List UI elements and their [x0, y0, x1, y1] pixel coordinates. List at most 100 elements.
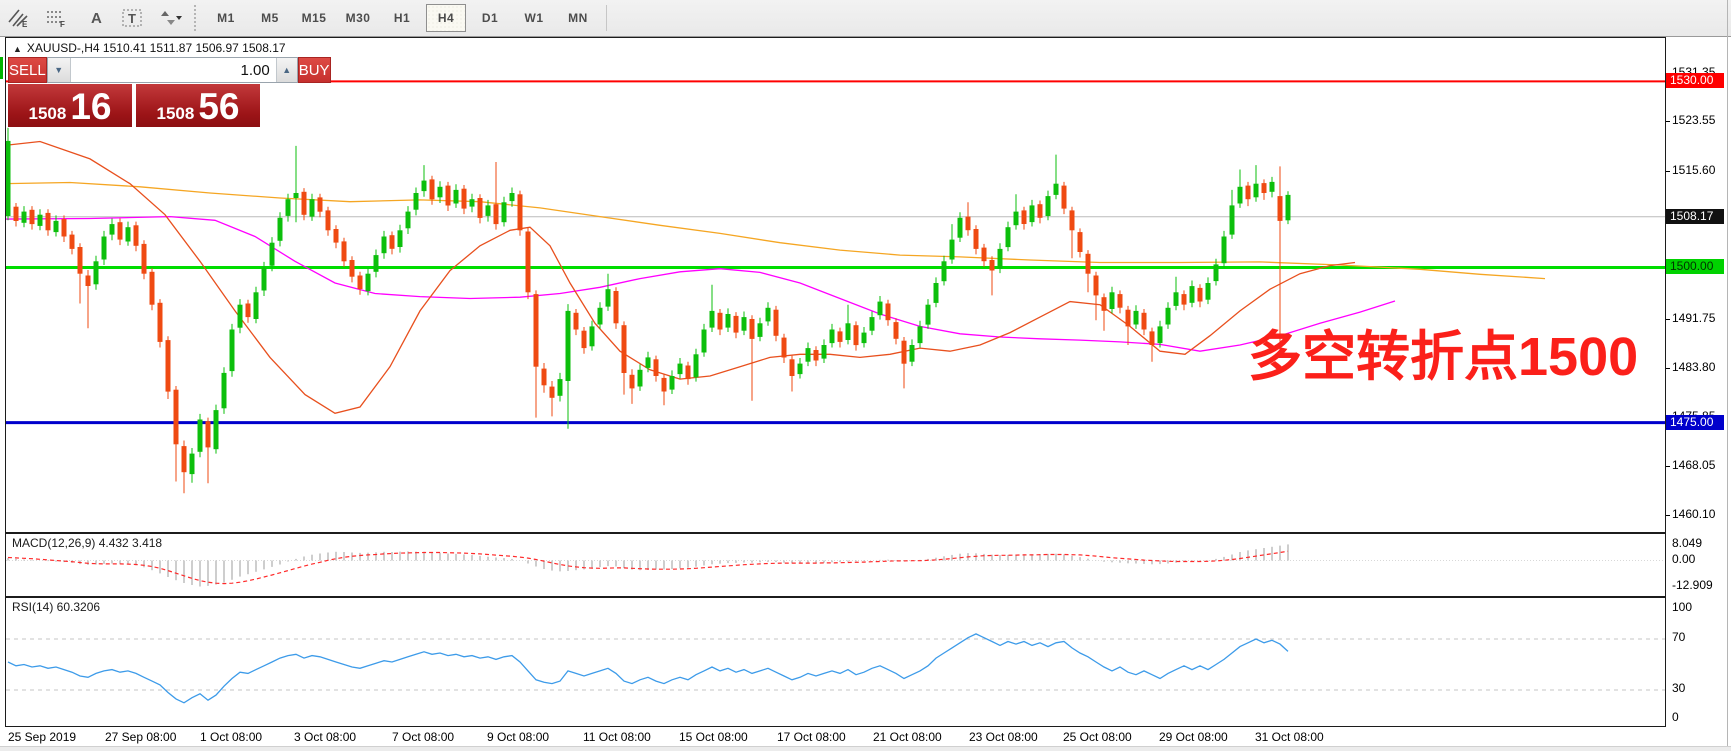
- ma-fast-vermilion: [6, 140, 1356, 414]
- candle-body: [837, 331, 843, 342]
- toolbar-grip: [194, 5, 200, 31]
- candle-body: [349, 260, 355, 277]
- candle-body: [669, 376, 675, 390]
- text-label-tool[interactable]: T: [115, 4, 151, 32]
- candle-body: [789, 359, 795, 376]
- toolbar-separator: [606, 5, 607, 31]
- candle-body: [157, 302, 163, 342]
- tab-timeframe-MN[interactable]: MN: [568, 11, 588, 25]
- candle-body: [61, 219, 67, 237]
- bid-price-pips: 16: [70, 85, 112, 127]
- macd-panel[interactable]: [5, 533, 1666, 597]
- time-label: 9 Oct 08:00: [487, 730, 550, 744]
- candle-body: [325, 210, 331, 231]
- candle-body: [813, 350, 819, 361]
- candle-body: [637, 369, 643, 387]
- chart-annotation-text: 多空转折点1500: [1248, 327, 1639, 387]
- rsi-axis-tick: 0: [1672, 710, 1679, 724]
- price-tick: 1483.80: [1665, 359, 1716, 374]
- candle-body: [365, 273, 371, 292]
- tab-timeframe-H4[interactable]: H4: [426, 4, 466, 32]
- candle-body: [357, 275, 363, 290]
- candle-body: [181, 446, 187, 473]
- candle-body: [581, 330, 587, 349]
- candlestick-chart[interactable]: [6, 38, 1665, 532]
- text-icon: A: [91, 10, 102, 27]
- candle-body: [229, 329, 235, 372]
- candle-body: [45, 212, 51, 231]
- candle-body: [501, 202, 507, 223]
- candle-body: [965, 216, 971, 231]
- macd-chart[interactable]: [6, 534, 1665, 596]
- candle-body: [957, 217, 963, 238]
- candle-body: [85, 275, 91, 286]
- collapse-arrow-icon[interactable]: ▲: [13, 44, 22, 54]
- volume-decrease-button[interactable]: ▼: [47, 58, 71, 82]
- candle-body: [589, 326, 595, 347]
- tab-timeframe-M5[interactable]: M5: [261, 11, 279, 25]
- candle-body: [1037, 204, 1043, 218]
- candle-body: [941, 261, 947, 282]
- candle-body: [189, 453, 195, 475]
- time-label: 29 Oct 08:00: [1159, 730, 1228, 744]
- tab-timeframe-M30[interactable]: M30: [345, 11, 371, 25]
- ma-mid-magenta: [6, 215, 1396, 352]
- time-label: 25 Sep 2019: [8, 730, 77, 744]
- candle-body: [133, 225, 139, 246]
- window-bottom-strip: [0, 746, 1731, 751]
- equidistant-channel-tool[interactable]: E: [1, 4, 37, 32]
- candle-body: [1045, 196, 1051, 216]
- candle-body: [773, 309, 779, 336]
- candle-body: [989, 260, 995, 271]
- time-label: 25 Oct 08:00: [1063, 730, 1132, 744]
- candle-body: [933, 283, 939, 303]
- window-right-edge: [1727, 0, 1728, 751]
- candle-body: [1077, 232, 1083, 252]
- candle-body: [165, 340, 171, 392]
- sell-button[interactable]: SELL: [8, 57, 47, 83]
- candle-body: [709, 310, 715, 328]
- candle-body: [741, 317, 747, 331]
- symbol-ohlc-text: XAUUSD-,H4 1510.41 1511.87 1506.97 1508.…: [26, 41, 286, 55]
- candle-body: [821, 345, 827, 359]
- rsi-axis-tick: 100: [1672, 600, 1693, 614]
- fibonacci-tool[interactable]: F: [39, 4, 75, 32]
- volume-input[interactable]: [70, 58, 276, 82]
- candle-body: [1229, 205, 1235, 235]
- candle-body: [77, 247, 83, 274]
- rsi-panel[interactable]: [5, 597, 1666, 727]
- candle-body: [1253, 183, 1259, 198]
- arrows-tool[interactable]: [153, 4, 189, 32]
- volume-increase-button[interactable]: ▲: [275, 58, 297, 82]
- candle-body: [573, 312, 579, 330]
- buy-button[interactable]: BUY: [297, 57, 331, 83]
- rsi-chart[interactable]: [6, 598, 1665, 726]
- rsi-line: [7, 633, 1289, 704]
- macd-indicator-label: MACD(12,26,9) 4.432 3.418: [12, 536, 163, 550]
- tab-timeframe-M1[interactable]: M1: [217, 11, 235, 25]
- main-chart-panel[interactable]: [5, 37, 1666, 533]
- ask-price-main: 1508: [156, 103, 195, 123]
- one-click-trading-widget: SELL ▼ ▲ BUY 1508 16 1508 56: [8, 57, 331, 127]
- candle-body: [1005, 227, 1011, 248]
- candle-body: [493, 204, 499, 225]
- tab-timeframe-H1[interactable]: H1: [393, 11, 411, 25]
- text-tool[interactable]: A: [77, 4, 113, 32]
- candle-body: [437, 186, 443, 198]
- bid-price-box[interactable]: 1508 16: [8, 84, 132, 127]
- tab-timeframe-M15[interactable]: M15: [301, 11, 327, 25]
- toolbar: E F A T M1 M5 M15 M30 H1 H4 D1 W1 MN: [0, 0, 1731, 37]
- candle-body: [661, 377, 667, 392]
- symbol-info-line: ▲ XAUUSD-,H4 1510.41 1511.87 1506.97 1508…: [13, 41, 286, 55]
- candle-body: [173, 389, 179, 445]
- candle-body: [557, 379, 563, 396]
- tab-timeframe-W1[interactable]: W1: [524, 11, 544, 25]
- candle-body: [1261, 183, 1267, 193]
- tab-timeframe-D1[interactable]: D1: [481, 11, 499, 25]
- text-label-icon: T: [122, 9, 142, 27]
- candle-body: [29, 209, 35, 225]
- time-label: 3 Oct 08:00: [294, 730, 357, 744]
- candle-body: [253, 292, 259, 319]
- ask-price-box[interactable]: 1508 56: [136, 84, 260, 127]
